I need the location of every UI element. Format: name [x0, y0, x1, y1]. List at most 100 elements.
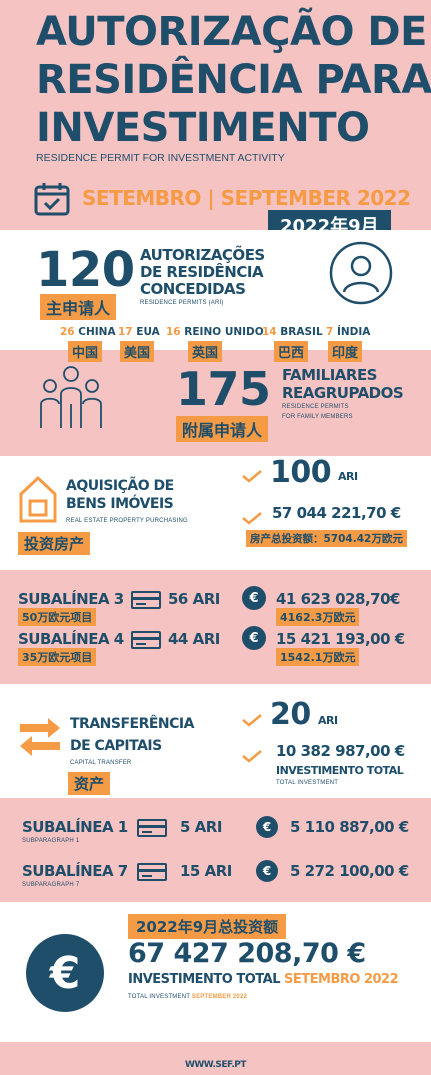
subalinea-3-amount: 41 623 028,70€	[276, 590, 400, 608]
check-icon	[242, 468, 262, 483]
country-usa-num: 17	[118, 326, 133, 338]
capital-ari-label: ARI	[318, 714, 338, 727]
subalinea-4-label: SUBALÍNEA 4	[18, 630, 124, 648]
calendar-icon	[34, 182, 70, 216]
subalinea-1-amount: 5 110 887,00 €	[290, 818, 409, 836]
family-label-en1: RESIDENCE PERMITS	[282, 404, 349, 410]
subalinea-4-amount-cn: 1542.1万欧元	[276, 648, 360, 666]
subalinea-1-label: SUBALÍNEA 1	[22, 818, 128, 836]
subalinea-3-cn: 50万欧元项目	[18, 608, 97, 626]
euro-big-icon: €	[26, 934, 104, 1012]
page-subtitle: RESIDENCE PERMIT FOR INVESTMENT ACTIVITY	[36, 152, 285, 164]
country-usa: 17 EUA	[118, 326, 160, 338]
total-label: INVESTIMENTO TOTAL	[128, 972, 281, 987]
capital-title-en: CAPITAL TRANSFER	[70, 760, 132, 766]
capital-title-line1: TRANSFERÊNCIA	[70, 716, 194, 732]
country-india-cn: 印度	[328, 341, 363, 362]
country-india: 7 ÍNDIA	[326, 326, 370, 338]
country-india-num: 7	[326, 326, 334, 338]
euro-icon: €	[256, 860, 278, 882]
real-estate-amount: 57 044 221,70 €	[272, 504, 401, 522]
euro-icon: €	[256, 816, 278, 838]
real-estate-ari-label: ARI	[338, 470, 358, 483]
check-icon	[242, 748, 262, 763]
subalinea-7-amount: 5 272 100,00 €	[290, 862, 409, 880]
family-count: 175	[176, 362, 271, 416]
family-label-line2: REAGRUPADOS	[282, 384, 404, 402]
footer-url[interactable]: WWW.SEF.PT	[184, 1060, 247, 1070]
capital-invest-label: INVESTIMENTO TOTAL	[276, 764, 404, 777]
permits-label-line2: DE RESIDÊNCIA	[140, 263, 264, 281]
euro-icon: €	[242, 586, 266, 610]
capital-amount: 10 382 987,00 €	[276, 742, 405, 760]
check-icon	[242, 712, 262, 727]
country-brazil-cn: 巴西	[274, 341, 309, 362]
country-usa-cn: 美国	[120, 341, 155, 362]
family-label-en2: FOR FAMILY MEMBERS	[282, 414, 353, 420]
total-label-row: INVESTIMENTO TOTAL SETEMBRO 2022	[128, 972, 399, 987]
capital-ari-count: 20	[270, 697, 311, 732]
subalinea-1-sub: SUBPARAGRAPH 1	[22, 838, 80, 844]
date-label: SETEMBRO | SEPTEMBER 2022	[82, 186, 411, 210]
family-icon	[34, 364, 108, 432]
euro-icon: €	[242, 626, 266, 650]
transfer-arrows-icon	[20, 716, 60, 756]
real-estate-ari-count: 100	[270, 455, 332, 490]
permits-section	[0, 230, 431, 350]
house-icon	[18, 474, 58, 524]
header-section	[0, 0, 431, 228]
real-estate-amount-cn: 房产总投资额：5704.42万欧元	[246, 530, 407, 547]
check-icon	[242, 510, 262, 525]
country-usa-name: EUA	[136, 326, 160, 338]
subalinea-3-ari: 56 ARI	[168, 590, 220, 608]
subalinea-4-cn: 35万欧元项目	[18, 648, 97, 666]
country-china-num: 26	[60, 326, 75, 338]
country-china-name: CHINA	[78, 326, 116, 338]
subalinea-4-amount: 15 421 193,00 €	[276, 630, 405, 648]
total-label-en-month: SEPTEMBER 2022	[191, 994, 248, 1000]
subalinea-3-label: SUBALÍNEA 3	[18, 590, 124, 608]
country-china: 26 CHINA	[60, 326, 116, 338]
country-india-name: ÍNDIA	[336, 326, 371, 338]
family-label-line1: FAMILIARES	[282, 366, 378, 384]
permits-label-en: RESIDENCE PERMITS (ARI)	[140, 300, 224, 306]
country-china-cn: 中国	[68, 341, 103, 362]
subalinea-7-ari: 15 ARI	[180, 862, 232, 880]
real-estate-title-en: REAL ESTATE PROPERTY PURCHASING	[66, 518, 188, 524]
subalinea-1-ari: 5 ARI	[180, 818, 222, 836]
subalinea-7-sub: SUBPARAGRAPH 7	[22, 882, 80, 888]
country-uk-name: REINO UNIDO	[184, 326, 264, 338]
page-title-line1: AUTORIZAÇÃO DE	[36, 9, 427, 55]
total-cn-tag: 2022年9月总投资额	[128, 914, 287, 939]
real-estate-title-line2: BENS IMÓVEIS	[66, 496, 174, 512]
country-uk-cn: 英国	[188, 341, 223, 362]
capital-section	[0, 684, 431, 798]
capital-invest-en: TOTAL INVESTMENT	[276, 780, 339, 786]
subalinea-7-label: SUBALÍNEA 7	[22, 862, 128, 880]
permits-count: 120	[36, 242, 135, 298]
total-label-en: TOTAL INVESTMENT	[128, 994, 190, 1000]
country-uk-num: 16	[166, 326, 181, 338]
credit-card-icon	[131, 631, 161, 649]
family-cn-tag: 附属申请人	[176, 416, 269, 442]
credit-card-icon	[137, 819, 167, 837]
country-brazil-num: 14	[262, 326, 277, 338]
total-label-en-row: TOTAL INVESTMENT SEPTEMBER 2022	[128, 994, 247, 1000]
total-label-month: SETEMBRO 2022	[284, 972, 399, 987]
credit-card-icon	[131, 591, 161, 609]
permits-cn-tag: 主申请人	[40, 294, 117, 320]
subalinea-3-amount-cn: 4162.3万欧元	[276, 608, 360, 626]
capital-title-line2: DE CAPITAIS	[70, 738, 162, 754]
person-icon	[328, 240, 394, 306]
real-estate-cn-tag: 投资房产	[18, 532, 91, 555]
page-title-line2: RESIDÊNCIA PARA	[36, 57, 431, 103]
capital-cn-tag: 资产	[68, 772, 111, 795]
credit-card-icon	[137, 863, 167, 881]
permits-label-line1: AUTORIZAÇÕES	[140, 246, 265, 264]
permits-label-line3: CONCEDIDAS	[140, 280, 246, 298]
subalinea-4-ari: 44 ARI	[168, 630, 220, 648]
page-title-line3: INVESTIMENTO	[36, 105, 370, 151]
real-estate-title-line1: AQUISIÇÃO DE	[66, 478, 174, 494]
country-brazil: 14 BRASIL	[262, 326, 323, 338]
country-brazil-name: BRASIL	[280, 326, 323, 338]
